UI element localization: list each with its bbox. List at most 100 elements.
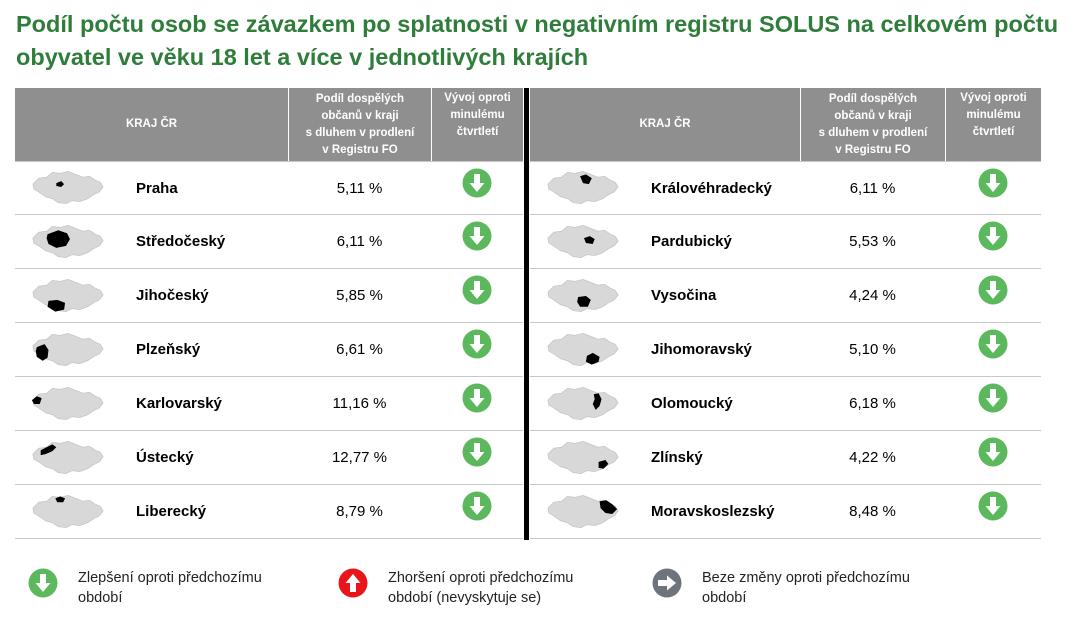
header-share-line: s dluhem v prodlení xyxy=(305,126,415,139)
table-row: Ústecký 12,77 % xyxy=(15,431,523,485)
trend-arrow-down-icon xyxy=(945,377,1041,430)
region-value: 11,16 % xyxy=(332,395,387,412)
header-trend: Vývoj oproti minulému čtvrtletí xyxy=(945,88,1041,161)
region-value: 8,79 % xyxy=(336,503,383,520)
header-trend-line: minulému xyxy=(450,109,505,121)
table-right: KRAJ ČR Podíl dospělých občanů v kraji s… xyxy=(530,88,1041,539)
page-title: Podíl počtu osob se závazkem po splatnos… xyxy=(16,11,1059,70)
table-row: Olomoucký 6,18 % xyxy=(530,377,1041,431)
trend-arrow-down-icon xyxy=(945,215,1041,268)
trend-arrow-down-icon xyxy=(945,162,1041,214)
region-value: 5,85 % xyxy=(336,287,383,304)
region-name: Středočeský xyxy=(136,233,226,250)
header-trend-line: minulému xyxy=(966,109,1021,121)
header-share-line: občanů v kraji xyxy=(834,109,912,122)
header-share: Podíl dospělých občanů v kraji s dluhem … xyxy=(288,88,431,161)
table-header: KRAJ ČR Podíl dospělých občanů v kraji s… xyxy=(530,88,1041,161)
header-trend-line: čtvrtletí xyxy=(456,126,499,138)
header-trend-line: čtvrtletí xyxy=(972,126,1015,138)
region-map-jihomoravsky xyxy=(530,323,635,376)
trend-arrow-down-icon xyxy=(431,431,523,484)
arrow-down-icon xyxy=(28,568,58,603)
header-trend-line: Vývoj oproti xyxy=(960,92,1027,104)
region-name: Jihomoravský xyxy=(651,341,752,358)
region-map-ustecky xyxy=(15,431,120,484)
header-share-line: Podíl dospělých xyxy=(315,92,405,105)
table-left: KRAJ ČR Podíl dospělých občanů v kraji s… xyxy=(15,88,523,539)
region-map-olomoucky xyxy=(530,377,635,430)
trend-arrow-down-icon xyxy=(945,323,1041,376)
legend-label: období (nevyskytuje se) xyxy=(388,590,542,606)
region-name: Pardubický xyxy=(651,233,732,250)
legend-label: období xyxy=(78,590,123,606)
region-value: 6,11 % xyxy=(849,179,896,197)
header-share: Podíl dospělých občanů v kraji s dluhem … xyxy=(800,88,945,161)
table-row: Plzeňský 6,61 % xyxy=(15,323,523,377)
header-share-line: Podíl dospělých xyxy=(828,92,918,105)
legend-item-worse: Zhoršení oproti předchozímu období (nevy… xyxy=(338,568,573,608)
table-row: Středočeský 6,11 % xyxy=(15,215,523,269)
region-name: Plzeňský xyxy=(136,341,201,358)
trend-arrow-down-icon xyxy=(431,162,523,214)
header-share-line: občanů v kraji xyxy=(321,109,399,122)
header-trend-line: Vývoj oproti xyxy=(444,92,511,104)
legend-item-same: Beze změny oproti předchozímu období xyxy=(652,568,910,608)
trend-arrow-down-icon xyxy=(431,269,523,322)
region-value: 5,10 % xyxy=(849,341,896,358)
region-map-plzensky xyxy=(15,323,120,376)
region-map-jihocesky xyxy=(15,269,120,322)
region-value: 8,48 % xyxy=(849,503,896,520)
table-row: Praha 5,11 % xyxy=(15,161,523,215)
table-row: Královéhradecký 6,11 % xyxy=(530,161,1041,215)
table-row: Vysočina 4,24 % xyxy=(530,269,1041,323)
region-value: 4,22 % xyxy=(849,449,896,466)
region-map-stredocesky xyxy=(15,215,120,268)
region-name: Olomoucký xyxy=(651,395,733,412)
region-map-pardubicky xyxy=(530,215,635,268)
region-name: Vysočina xyxy=(651,287,717,304)
table-body: Praha 5,11 % Středočeský 6,11 % Jihočeský 5,8… xyxy=(15,161,523,539)
header-region: KRAJ ČR xyxy=(639,118,691,130)
region-name: Ústecký xyxy=(136,449,194,466)
region-name: Moravskoslezský xyxy=(651,503,775,520)
trend-arrow-down-icon xyxy=(431,215,523,268)
trend-arrow-down-icon xyxy=(431,485,523,538)
region-name: Zlínský xyxy=(651,449,703,466)
region-map-zlinsky xyxy=(530,431,635,484)
region-name: Liberecký xyxy=(136,503,207,520)
legend-item-better: Zlepšení oproti předchozímu období xyxy=(28,568,262,608)
region-name: Karlovarský xyxy=(136,395,222,412)
region-map-moravskoslezsky xyxy=(530,485,635,538)
region-map-vysocina xyxy=(530,269,635,322)
region-name: Královéhradecký xyxy=(651,179,772,197)
region-map-kralovehradecky xyxy=(530,162,635,214)
legend-label: Beze změny oproti předchozímu xyxy=(702,570,910,586)
region-map-karlovarsky xyxy=(15,377,120,430)
table-row: Jihomoravský 5,10 % xyxy=(530,323,1041,377)
region-value: 12,77 % xyxy=(331,449,388,466)
arrow-up-icon xyxy=(338,568,368,603)
region-map-praha xyxy=(15,162,120,214)
header-share-line: v Registru FO xyxy=(835,143,911,156)
trend-arrow-down-icon xyxy=(945,269,1041,322)
region-value: 5,53 % xyxy=(849,233,896,250)
trend-arrow-down-icon xyxy=(431,323,523,376)
header-trend: Vývoj oproti minulému čtvrtletí xyxy=(431,88,523,161)
header-region: KRAJ ČR xyxy=(125,118,178,130)
trend-arrow-down-icon xyxy=(945,431,1041,484)
region-value: 4,24 % xyxy=(849,287,896,304)
table-header: KRAJ ČR Podíl dospělých občanů v kraji s… xyxy=(15,88,523,161)
table-row: Liberecký 8,79 % xyxy=(15,485,523,539)
table-row: Karlovarský 11,16 % xyxy=(15,377,523,431)
region-value: 6,61 % xyxy=(336,341,383,358)
legend-label: Zlepšení oproti předchozímu xyxy=(78,570,262,586)
region-map-liberecky xyxy=(15,485,120,538)
table-row: Moravskoslezský 8,48 % xyxy=(530,485,1041,539)
legend-label: období xyxy=(702,590,747,606)
trend-arrow-down-icon xyxy=(431,377,523,430)
region-value: 6,18 % xyxy=(849,395,896,412)
header-share-line: v Registru FO xyxy=(322,143,398,156)
region-name: Jihočeský xyxy=(136,287,209,304)
arrow-right-icon xyxy=(652,568,682,603)
table-body: Královéhradecký 6,11 % Pardubický 5,53 % Vys… xyxy=(530,161,1041,539)
